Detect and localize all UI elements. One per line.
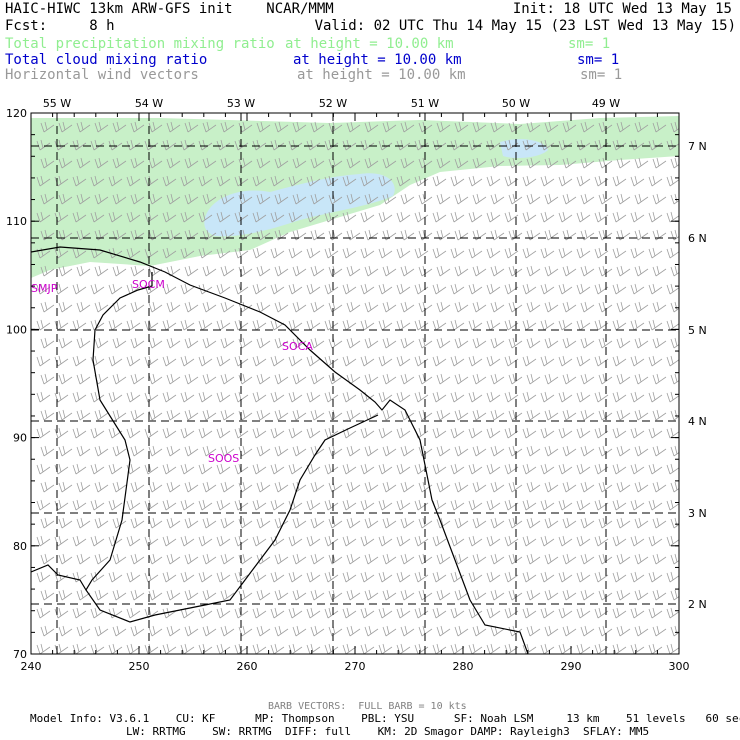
x-tick-label: 260 bbox=[237, 660, 258, 673]
y-tick-label: 100 bbox=[6, 323, 27, 336]
longitude-label: 52 W bbox=[319, 97, 347, 110]
x-tick-label: 240 bbox=[21, 660, 42, 673]
y-tick-label: 80 bbox=[13, 540, 27, 553]
x-tick-label: 280 bbox=[453, 660, 474, 673]
latitude-label: 5 N bbox=[688, 324, 707, 337]
longitude-label: 54 W bbox=[135, 97, 163, 110]
y-tick-label: 110 bbox=[6, 215, 27, 228]
model-info-line2: LW: RRTMG SW: RRTMG DIFF: full KM: 2D Sm… bbox=[126, 725, 650, 738]
field-precip-sm: sm= 1 bbox=[568, 36, 611, 52]
wind-barbs bbox=[36, 121, 679, 654]
x-tick-label: 300 bbox=[669, 660, 690, 673]
y-tick-label: 70 bbox=[13, 648, 27, 661]
header-forecast: Fcst: 8 h bbox=[5, 18, 115, 34]
longitude-label: 50 W bbox=[502, 97, 530, 110]
field-cloud-name: Total cloud mixing ratio bbox=[5, 52, 208, 68]
field-precip-name: Total precipitation mixing ratio bbox=[5, 36, 275, 52]
field-cloud-height: at height = 10.00 km bbox=[293, 52, 462, 68]
x-tick-label: 270 bbox=[345, 660, 366, 673]
latitude-label: 7 N bbox=[688, 140, 707, 153]
field-wind-name: Horizontal wind vectors bbox=[5, 67, 199, 83]
header-valid-time: Valid: 02 UTC Thu 14 May 15 (23 LST Wed … bbox=[314, 18, 736, 34]
x-tick-label: 250 bbox=[129, 660, 150, 673]
longitude-label: 51 W bbox=[411, 97, 439, 110]
field-precip-height: at height = 10.00 km bbox=[285, 36, 454, 52]
station-label-soca: SOCA bbox=[282, 340, 313, 353]
cloud-area bbox=[204, 173, 395, 237]
longitude-label: 49 W bbox=[592, 97, 620, 110]
field-wind-sm: sm= 1 bbox=[580, 67, 623, 83]
map-plot: SMJP SOCM SOCA SOOS 240 250 260 270 280 290 30… bbox=[6, 97, 707, 673]
longitude-label: 53 W bbox=[227, 97, 255, 110]
field-wind-height: at height = 10.00 km bbox=[297, 67, 466, 83]
wind-barb-field bbox=[36, 121, 679, 654]
station-label-smjp: SMJP bbox=[31, 282, 58, 295]
latlon-grid bbox=[31, 113, 679, 654]
barb-vectors-note: BARB VECTORS: FULL BARB = 10 kts bbox=[268, 701, 467, 712]
y-tick-label: 90 bbox=[13, 432, 27, 445]
field-cloud-sm: sm= 1 bbox=[577, 52, 620, 68]
station-label-socm: SOCM bbox=[132, 278, 165, 291]
latitude-label: 2 N bbox=[688, 598, 707, 611]
axis-ticks: 240 250 260 270 280 290 300 70 80 90 100 110 120 55 W… bbox=[6, 97, 707, 673]
coastline bbox=[31, 246, 529, 654]
header-init-time: Init: 18 UTC Wed 13 May 15 bbox=[512, 1, 732, 17]
latitude-label: 6 N bbox=[688, 232, 707, 245]
latitude-label: 3 N bbox=[688, 507, 707, 520]
x-tick-label: 290 bbox=[561, 660, 582, 673]
station-label-soos: SOOS bbox=[208, 452, 239, 465]
latitude-label: 4 N bbox=[688, 415, 707, 428]
longitude-label: 55 W bbox=[43, 97, 71, 110]
model-info-line1: Model Info: V3.6.1 CU: KF MP: Thompson P… bbox=[30, 712, 740, 725]
y-tick-label: 120 bbox=[6, 107, 27, 120]
header-title: HAIC-HIWC 13km ARW-GFS init NCAR/MMM bbox=[5, 1, 334, 17]
cloud-area-east bbox=[500, 139, 548, 158]
